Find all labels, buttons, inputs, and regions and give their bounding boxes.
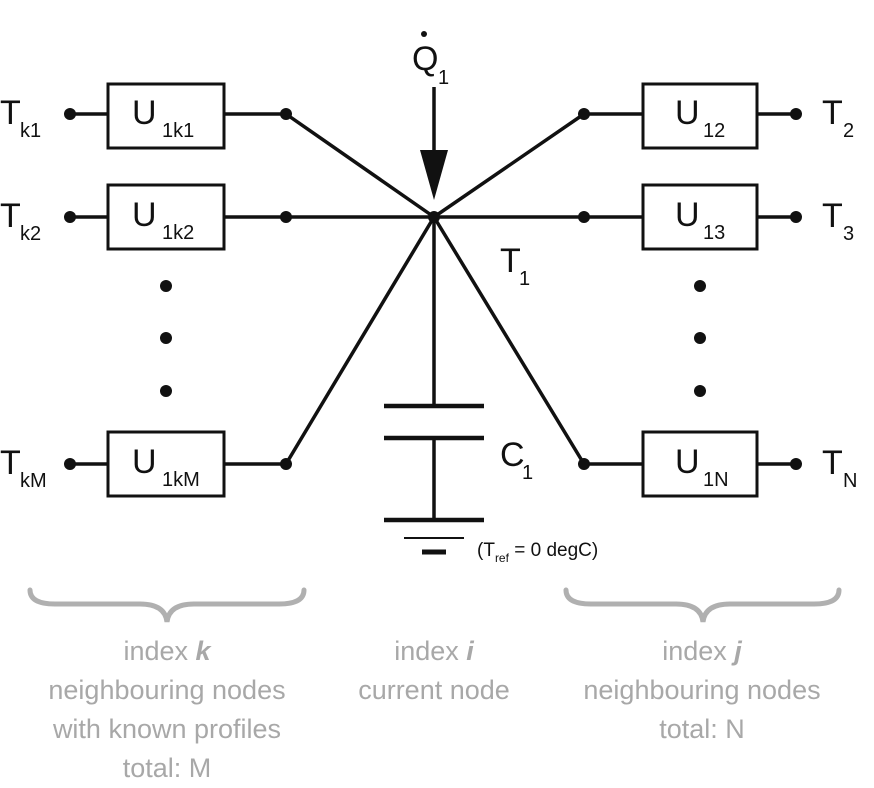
resistance-box-right-2 <box>641 183 759 251</box>
svg-text:2: 2 <box>843 120 854 142</box>
svg-text:1: 1 <box>522 462 533 484</box>
heat-input-label: Q 1 <box>412 31 449 89</box>
svg-text:T: T <box>0 444 21 482</box>
wire-center-to-left-1 <box>284 112 436 219</box>
svg-text:U: U <box>132 196 157 234</box>
wires <box>68 112 798 522</box>
ground-icon <box>404 537 464 555</box>
junction-dot-left-m <box>280 458 292 470</box>
left-resistance-labels: U 1k1 U 1k2 U 1kM <box>132 94 200 491</box>
junction-dot-left-2 <box>280 211 292 223</box>
svg-text:1k2: 1k2 <box>162 222 194 244</box>
junction-dot-right-n <box>578 458 590 470</box>
svg-text:T: T <box>822 94 843 132</box>
svg-text:index k: index k <box>123 636 212 666</box>
svg-text:index i: index i <box>394 636 474 666</box>
svg-text:k2: k2 <box>20 223 41 245</box>
right-group-brace <box>563 587 842 623</box>
node-dot-left-2 <box>64 211 76 223</box>
resistance-box-left-m <box>106 430 226 498</box>
svg-text:total: M: total: M <box>123 753 212 783</box>
svg-text:U: U <box>675 443 700 481</box>
svg-text:U: U <box>132 94 157 132</box>
capacitor-symbol <box>384 403 484 523</box>
heat-input-arrow <box>420 87 448 200</box>
ellipsis-dot-left-1 <box>160 280 172 292</box>
ellipsis-dot-right-1 <box>694 280 706 292</box>
svg-text:C: C <box>500 436 525 474</box>
time-derivative-dot-icon <box>421 31 427 37</box>
svg-text:current node: current node <box>358 675 510 705</box>
svg-text:Q: Q <box>412 40 438 78</box>
svg-text:T: T <box>822 444 843 482</box>
left-group-caption: index k neighbouring nodes with known pr… <box>48 636 285 783</box>
ellipsis-dot-right-2 <box>694 332 706 344</box>
right-group-caption: index j neighbouring nodes total: N <box>583 636 820 744</box>
resistance-box-right-n <box>641 430 759 498</box>
ellipsis-dot-left-3 <box>160 385 172 397</box>
middle-group-caption: index i current node <box>358 636 510 705</box>
junction-dot-left-1 <box>280 108 292 120</box>
wire-center-to-right-1 <box>432 112 586 219</box>
svg-text:1kM: 1kM <box>162 469 200 491</box>
svg-text:with known profiles: with known profiles <box>52 714 281 744</box>
svg-text:1k1: 1k1 <box>162 120 194 142</box>
svg-text:1: 1 <box>438 67 449 89</box>
node-dot-right-n <box>790 458 802 470</box>
capacitor-label: C 1 <box>500 436 533 484</box>
resistance-box-left-2 <box>106 183 226 251</box>
svg-text:T: T <box>822 197 843 235</box>
junction-dot-right-2 <box>578 211 590 223</box>
right-resistance-labels: U 12 U 13 U 1N <box>675 94 729 491</box>
center-node-dot <box>428 211 440 223</box>
svg-text:T: T <box>500 242 521 280</box>
svg-text:U: U <box>132 443 157 481</box>
node-dot-right-1 <box>790 108 802 120</box>
svg-text:1: 1 <box>519 268 530 290</box>
svg-text:3: 3 <box>843 223 854 245</box>
svg-text:12: 12 <box>703 120 725 142</box>
resistance-box-right-1 <box>641 82 759 150</box>
svg-text:total: N: total: N <box>659 714 745 744</box>
svg-text:T: T <box>0 197 21 235</box>
ellipsis-dot-left-2 <box>160 332 172 344</box>
center-node-label: T 1 <box>500 242 530 290</box>
ellipsis-dot-right-3 <box>694 385 706 397</box>
svg-text:1N: 1N <box>703 469 729 491</box>
right-node-labels: T 2 T 3 T N <box>822 94 857 492</box>
svg-text:k1: k1 <box>20 120 41 142</box>
node-dot-right-2 <box>790 211 802 223</box>
resistance-box-left-1 <box>106 82 226 150</box>
svg-text:neighbouring nodes: neighbouring nodes <box>583 675 820 705</box>
left-node-labels: T k1 T k2 T kM <box>0 94 47 492</box>
wire-center-to-left-m <box>284 215 436 466</box>
svg-text:neighbouring nodes: neighbouring nodes <box>48 675 285 705</box>
svg-text:U: U <box>675 196 700 234</box>
node-dot-left-m <box>64 458 76 470</box>
node-dot-left-1 <box>64 108 76 120</box>
wire-center-to-right-n <box>432 215 586 466</box>
svg-text:U: U <box>675 94 700 132</box>
arrow-head-icon <box>420 150 448 200</box>
svg-text:kM: kM <box>20 470 47 492</box>
svg-text:index j: index j <box>662 636 742 666</box>
svg-text:13: 13 <box>703 222 725 244</box>
svg-text:N: N <box>843 470 857 492</box>
junction-dot-right-1 <box>578 108 590 120</box>
svg-text:T: T <box>0 94 21 132</box>
ground-reference-note: (Tref = 0 degC) <box>477 540 598 565</box>
left-group-brace <box>27 587 307 623</box>
